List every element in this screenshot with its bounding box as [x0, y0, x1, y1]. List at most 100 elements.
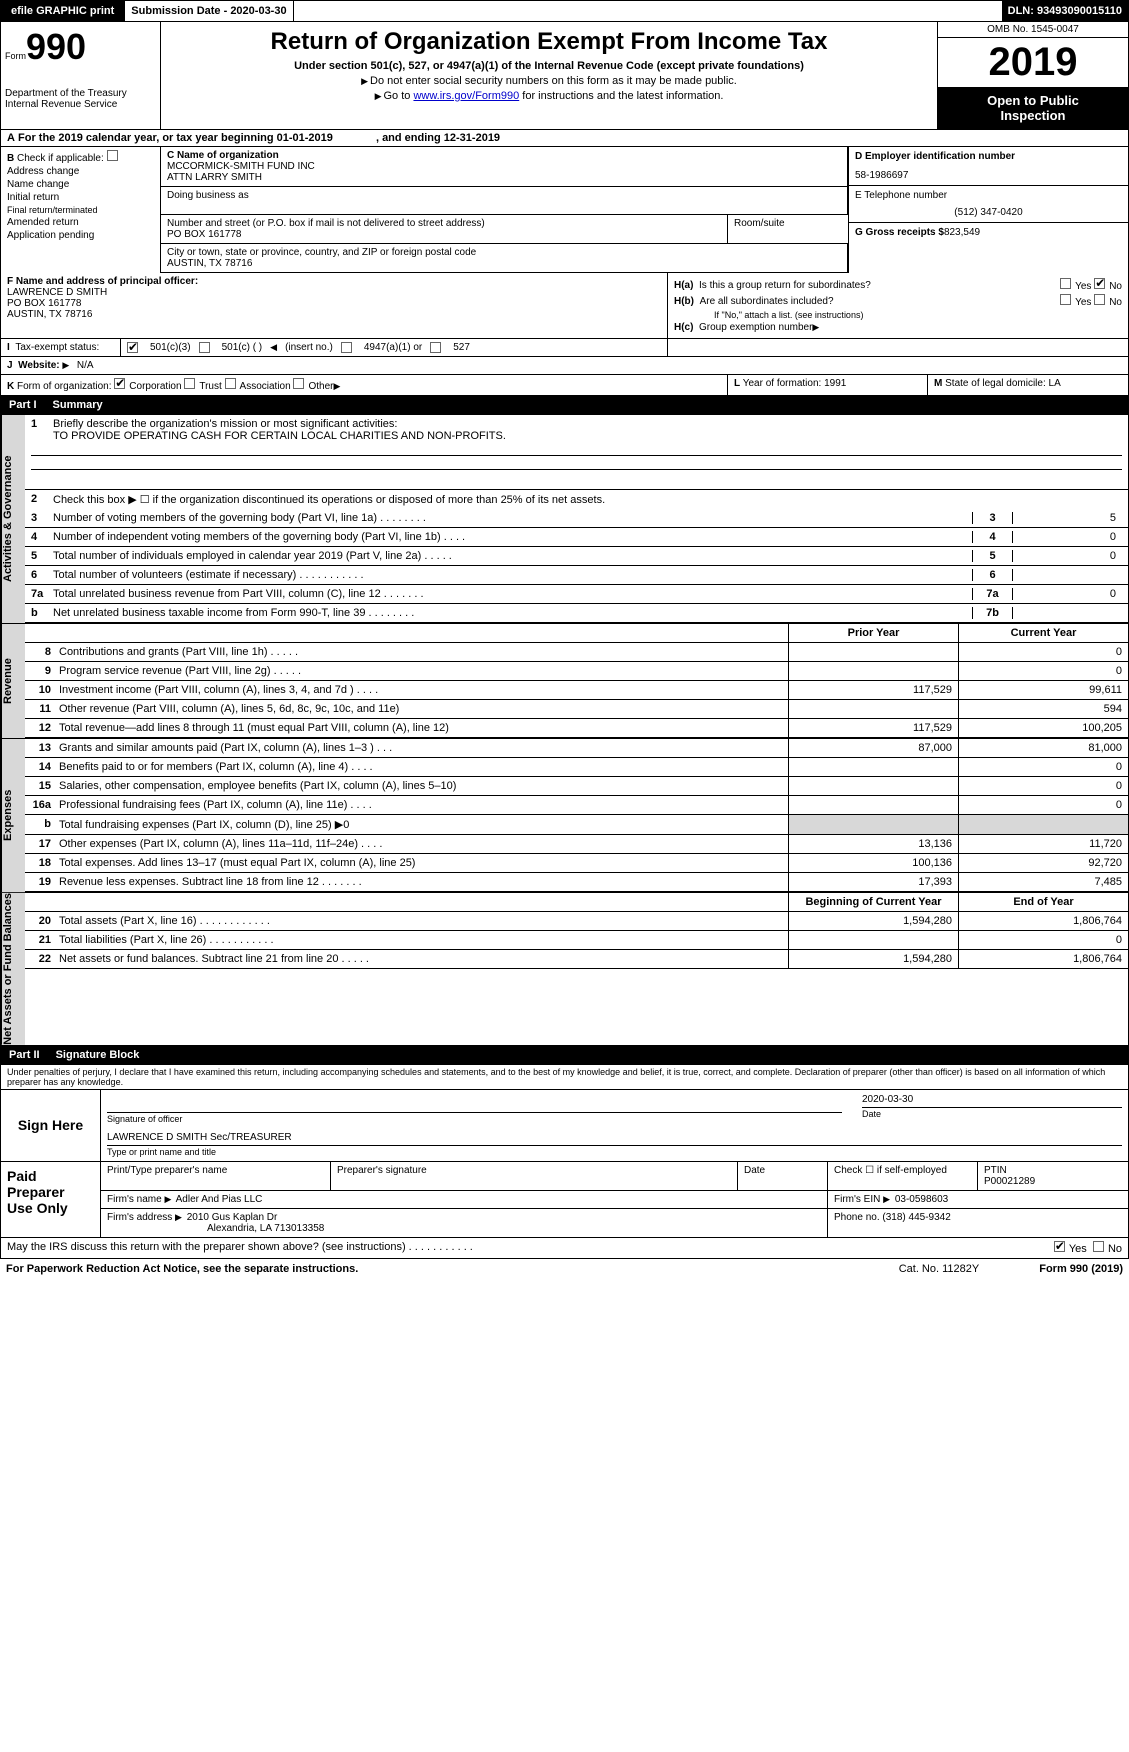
row-a-begin: For the 2019 calendar year, or tax year …	[18, 132, 333, 144]
summary-net-assets: Net Assets or Fund Balances Beginning of…	[0, 893, 1129, 1046]
cb-4947[interactable]	[341, 342, 352, 353]
firm-name-label: Firm's name	[107, 1194, 162, 1205]
efile-btn[interactable]: efile GRAPHIC print	[1, 1, 125, 21]
col-f: F Name and address of principal officer:…	[1, 273, 668, 338]
cb-527[interactable]	[430, 342, 441, 353]
cb-amended[interactable]: Amended return	[7, 217, 154, 228]
c-label: C Name of organization	[167, 150, 841, 161]
line-2: 2Check this box ▶ ☐ if the organization …	[25, 490, 1128, 509]
line-13: 13Grants and similar amounts paid (Part …	[25, 739, 1128, 758]
col-c: C Name of organization MCCORMICK-SMITH F…	[161, 147, 848, 273]
city-label: City or town, state or province, country…	[167, 247, 841, 258]
hc-arrow	[812, 322, 821, 333]
line-b: bNet unrelated business taxable income f…	[25, 604, 1128, 623]
dept-treasury: Department of the Treasury Internal Reve…	[5, 88, 156, 110]
cb-final-return[interactable]: Final return/terminated	[7, 205, 154, 215]
website-label: Website:	[18, 360, 60, 371]
ha-no-cb[interactable]	[1094, 278, 1105, 289]
cb-trust[interactable]	[184, 378, 195, 389]
cb-name-change[interactable]: Name change	[7, 179, 154, 190]
cb-app-pending[interactable]: Application pending	[7, 230, 154, 241]
cb-address-change[interactable]: Address change	[7, 166, 154, 177]
summary-activities: Activities & Governance 1Briefly describ…	[0, 415, 1129, 624]
sign-label: Sign Here	[1, 1090, 101, 1161]
section-bcd: B Check if applicable: Address change Na…	[0, 147, 1129, 273]
l-val: 1991	[824, 378, 846, 389]
firm-addr2: Alexandria, LA 713013358	[207, 1223, 324, 1234]
submission-date: Submission Date - 2020-03-30	[125, 1, 293, 21]
f-label: F Name and address of principal officer:	[7, 276, 661, 287]
summary-expenses: Expenses 13Grants and similar amounts pa…	[0, 739, 1129, 893]
form-footer: Form 990 (2019)	[1039, 1263, 1123, 1275]
line-22: 22Net assets or fund balances. Subtract …	[25, 950, 1128, 969]
gross-label: G Gross receipts $	[855, 227, 944, 238]
irs-link[interactable]: www.irs.gov/Form990	[413, 90, 519, 102]
line-7a: 7aTotal unrelated business revenue from …	[25, 585, 1128, 604]
note-ssn: Do not enter social security numbers on …	[169, 75, 929, 87]
footer-paper: For Paperwork Reduction Act Notice, see …	[0, 1259, 1129, 1279]
m-text: State of legal domicile:	[945, 378, 1046, 389]
prep-print-label: Print/Type preparer's name	[101, 1162, 331, 1190]
label-b: B	[7, 153, 14, 164]
org-name: MCCORMICK-SMITH FUND INC	[167, 161, 841, 172]
hdr-curr: Current Year	[958, 624, 1128, 642]
line-18: 18Total expenses. Add lines 13–17 (must …	[25, 854, 1128, 873]
vtab-activities: Activities & Governance	[1, 415, 25, 623]
cb-corp[interactable]	[114, 378, 125, 389]
ha-text: Is this a group return for subordinates?	[699, 280, 871, 291]
sig-date-label: Date	[862, 1107, 1122, 1119]
line-12: 12Total revenue—add lines 8 through 11 (…	[25, 719, 1128, 738]
form-number-cell: Form990 Department of the Treasury Inter…	[1, 22, 161, 129]
row-j: J Website: N/A	[0, 357, 1129, 375]
cb-initial-return[interactable]: Initial return	[7, 192, 154, 203]
paid-preparer: Paid Preparer Use Only Print/Type prepar…	[0, 1162, 1129, 1238]
discuss-no-cb[interactable]	[1093, 1241, 1104, 1252]
street: PO BOX 161778	[167, 229, 721, 240]
gross-cell: G Gross receipts $823,549	[849, 223, 1128, 242]
line-4: 4Number of independent voting members of…	[25, 528, 1128, 547]
net-header: Beginning of Current Year End of Year	[25, 893, 1128, 912]
subtitle: Under section 501(c), 527, or 4947(a)(1)…	[169, 60, 929, 72]
officer-addr1: PO BOX 161778	[7, 298, 661, 309]
hb-no-cb[interactable]	[1094, 294, 1105, 305]
ha-yes-cb[interactable]	[1060, 278, 1071, 289]
line-8: 8Contributions and grants (Part VIII, li…	[25, 643, 1128, 662]
line-19: 19Revenue less expenses. Subtract line 1…	[25, 873, 1128, 892]
perjury-text: Under penalties of perjury, I declare th…	[0, 1065, 1129, 1090]
label-l: L	[734, 378, 740, 389]
cb-501c[interactable]	[199, 342, 210, 353]
cb-501c3[interactable]	[127, 342, 138, 353]
line-14: 14Benefits paid to or for members (Part …	[25, 758, 1128, 777]
col-d: D Employer identification number 58-1986…	[848, 147, 1128, 273]
prep-label: Paid Preparer Use Only	[1, 1162, 101, 1237]
col-b: B Check if applicable: Address change Na…	[1, 147, 161, 273]
firm-addr-label: Firm's address	[107, 1212, 172, 1223]
vtab-net-assets: Net Assets or Fund Balances	[1, 893, 25, 1045]
cat-no: Cat. No. 11282Y	[899, 1263, 980, 1275]
taxex-label: Tax-exempt status:	[15, 342, 99, 353]
dln: DLN: 93493090015110	[1002, 1, 1128, 21]
header-center: Return of Organization Exempt From Incom…	[161, 22, 938, 129]
prep-phone: (318) 445-9342	[882, 1212, 950, 1223]
sig-name-label: Type or print name and title	[107, 1145, 1122, 1157]
cb-placeholder[interactable]	[107, 150, 118, 161]
form-number: 990	[26, 26, 86, 67]
gross: 823,549	[944, 227, 980, 238]
line-17: 17Other expenses (Part IX, column (A), l…	[25, 835, 1128, 854]
sign-here: Sign Here Signature of officer 2020-03-3…	[0, 1090, 1129, 1162]
cb-assoc[interactable]	[225, 378, 236, 389]
phone: (512) 347-0420	[855, 207, 1122, 218]
street-label: Number and street (or P.O. box if mail i…	[167, 218, 721, 229]
hb-label: H(b)	[674, 296, 694, 307]
open-inspection: Open to Public Inspection	[938, 87, 1128, 129]
dba-cell: Doing business as	[161, 187, 848, 215]
hdr-beg: Beginning of Current Year	[788, 893, 958, 911]
footer-discuss: May the IRS discuss this return with the…	[0, 1238, 1129, 1259]
cb-other[interactable]	[293, 378, 304, 389]
firm-ein-label: Firm's EIN	[834, 1194, 880, 1205]
hb-yes-cb[interactable]	[1060, 294, 1071, 305]
part-i-header: Part I Summary	[0, 396, 1129, 415]
section-fh: F Name and address of principal officer:…	[0, 273, 1129, 339]
line-21: 21Total liabilities (Part X, line 26) . …	[25, 931, 1128, 950]
discuss-yes-cb[interactable]	[1054, 1241, 1065, 1252]
